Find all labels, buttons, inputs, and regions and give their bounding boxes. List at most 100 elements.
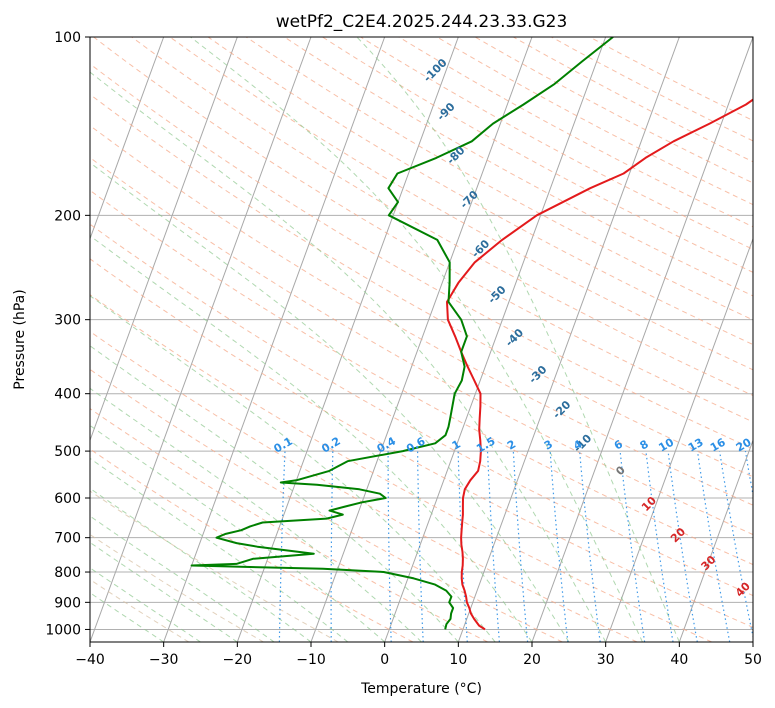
y-axis-label: Pressure (hPa) [12,289,28,389]
isotherm-gridline [90,37,165,241]
mixing-ratio-line [744,450,753,499]
dry-adiabat-line [90,533,264,642]
dry-adiabat-line [131,37,753,397]
moist-adiabat-line [90,567,201,642]
mixing-ratio-label: 1 [450,438,463,453]
moist-adiabat-line [190,37,643,642]
dry-adiabat-label: -70 [458,188,481,211]
plot-frame [89,36,754,643]
x-tick-label: −30 [149,652,179,668]
y-tick-label: 100 [54,30,81,46]
mixing-ratio-line [549,451,569,642]
moist-adiabat-label: 40 [733,579,753,599]
moist-adiabat-label: 0 [613,463,628,478]
mixing-ratio-label: 2 [505,438,518,453]
line-labels: -100-90-80-70-60-50-40-30-20-10010203040… [272,56,775,600]
mixing-ratio-label: 25 [760,436,775,455]
moist-adiabat-line [90,541,238,642]
mixing-ratio-line [387,451,392,642]
isotherm-gridline [457,37,680,642]
x-tick-label: 30 [597,652,615,668]
mixing-ratio-line [645,451,674,642]
mixing-ratio-label: 3 [542,438,555,453]
dry-adiabat-line [90,294,712,642]
moist-adiabat-line [90,235,533,642]
dry-adiabat-line [245,37,753,321]
x-axis-label: Temperature (°C) [360,681,482,697]
y-tick-label: 1000 [45,622,81,638]
mixing-ratio-line [486,451,500,642]
dry-adiabat-line [90,578,190,642]
dry-adiabat-line [284,37,753,297]
mixing-ratio-line [579,451,601,642]
y-tick-label: 600 [54,491,81,507]
y-tick-label: 200 [54,208,81,224]
isotherm-gridline [90,37,312,642]
moist-adiabat-line [356,37,680,642]
moist-adiabat-line [90,387,422,642]
x-tick-label: 20 [523,652,541,668]
mixing-ratio-line [512,451,529,642]
mixing-ratio-line [417,451,424,642]
dry-adiabat-line [90,448,414,642]
isotherm-gridline [90,37,238,442]
x-tick-label: 50 [744,652,762,668]
mixing-ratio-line [278,451,286,642]
y-tick-label: 700 [54,531,81,547]
moist-adiabat-line [90,515,275,642]
mixing-ratio-label: 1.5 [474,435,497,456]
dry-adiabat-line [90,330,638,642]
dry-adiabat-label: -50 [485,283,508,306]
chart-title: wetPf2_C2E4.2025.244.23.33.G23 [276,12,568,32]
isotherm-gridline [163,37,386,642]
dry-adiabat-line [322,37,753,273]
mixing-ratio-label: 6 [612,437,625,452]
mixing-ratio-label: 0.2 [319,435,342,456]
dry-adiabat-label: -90 [434,100,457,123]
isotherm-gridline [605,237,753,642]
mixing-ratio-label: 20 [734,435,754,454]
isotherm-gridline [384,37,607,642]
temperature-profile-line [446,98,753,631]
dry-adiabat-label: -40 [503,326,526,349]
profile-lines [190,37,753,631]
mixing-ratio-label: 16 [708,435,728,454]
mixing-ratio-label: 13 [686,436,706,455]
moist-adiabat-label: 10 [639,494,659,514]
dry-adiabat-line [513,37,753,163]
mixing-ratio-line [719,451,753,640]
x-tick-label: −20 [223,652,253,668]
dewpoint-profile-line [190,37,614,630]
isotherm-gridline [752,640,753,642]
x-tick-label: 0 [380,652,389,668]
axes: −40 −30 −20 −10 0 10 20 30 40 5010009008007006005… [45,30,762,668]
moist-adiabat-line [90,71,607,642]
dry-adiabat-line [90,408,488,642]
isotherm-gridline [236,37,459,642]
x-tick-label: −10 [296,652,326,668]
mixing-ratio-label: 0.6 [404,434,428,455]
dry-adiabat-line [398,37,753,228]
y-tick-label: 300 [54,313,81,329]
y-tick-label: 500 [54,444,81,460]
y-tick-label: 400 [54,387,81,403]
dry-adiabat-line [90,124,753,506]
mixing-ratio-line [619,451,646,642]
dry-adiabat-line [90,93,753,478]
dry-adiabat-label: -100 [421,56,450,85]
moist-adiabat-line [90,162,570,642]
dry-adiabat-line [90,189,753,566]
dry-adiabat-line [474,37,753,184]
x-tick-label: 40 [670,652,688,668]
dry-adiabat-line [589,37,753,122]
background-lines [90,37,753,642]
moist-adiabat-label: 20 [668,525,688,545]
dry-adiabat-label: -60 [469,237,492,260]
dry-adiabat-line [90,63,753,450]
x-tick-label: 10 [449,652,467,668]
moist-adiabat-line [90,424,386,642]
dry-adiabat-line [360,37,753,250]
dry-adiabat-label: -30 [526,363,549,386]
dry-adiabat-line [90,368,563,642]
